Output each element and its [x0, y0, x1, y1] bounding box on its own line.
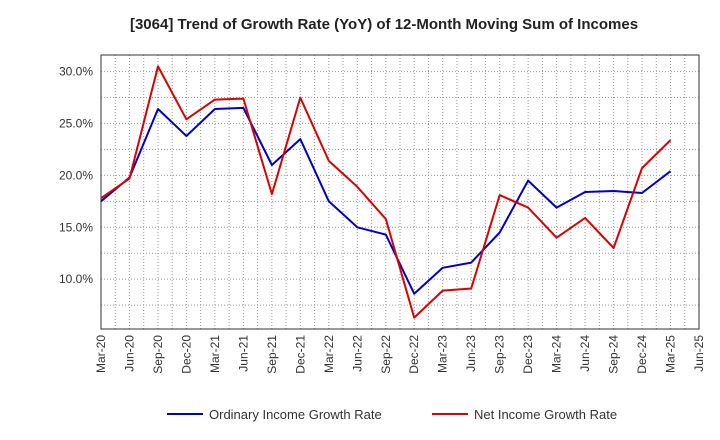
y-tick-label: 30.0% — [59, 65, 93, 79]
x-tick-label: Sep-24 — [607, 335, 621, 374]
x-tick-label: Mar-20 — [94, 335, 108, 373]
x-tick-label: Mar-21 — [208, 335, 222, 373]
x-tick-label: Sep-23 — [493, 335, 507, 374]
series-line-ordinary-income — [100, 106, 672, 295]
x-tick-label: Jun-25 — [692, 335, 706, 372]
x-tick-label: Mar-24 — [550, 335, 564, 373]
x-tick-label: Mar-22 — [322, 335, 336, 373]
x-tick-label: Jun-23 — [464, 335, 478, 372]
x-axis: Mar-20 Jun-20 Sep-20 Dec-20 Mar-21 Jun-21 Sep-… — [94, 335, 706, 374]
y-axis: 10.0% 15.0% 20.0% 25.0% 30.0% — [59, 65, 93, 287]
legend-label-ordinary: Ordinary Income Growth Rate — [209, 407, 382, 422]
series-line-net-income — [100, 65, 672, 319]
x-tick-label: Jun-24 — [578, 335, 592, 372]
y-tick-label: 15.0% — [59, 220, 93, 234]
x-tick-label: Dec-21 — [293, 335, 307, 374]
y-tick-label: 20.0% — [59, 168, 93, 182]
x-tick-label: Dec-20 — [179, 335, 193, 374]
y-tick-label: 25.0% — [59, 117, 93, 131]
x-tick-label: Mar-23 — [436, 335, 450, 373]
x-tick-label: Dec-22 — [407, 335, 421, 374]
x-tick-label: Sep-22 — [379, 335, 393, 374]
x-tick-label: Jun-20 — [122, 335, 136, 372]
legend: Ordinary Income Growth Rate Net Income G… — [167, 407, 617, 422]
x-tick-label: Dec-24 — [635, 335, 649, 374]
legend-label-net: Net Income Growth Rate — [474, 407, 617, 422]
x-tick-label: Jun-22 — [350, 335, 364, 372]
x-tick-label: Sep-21 — [265, 335, 279, 374]
chart-title: [3064] Trend of Growth Rate (YoY) of 12-… — [130, 16, 638, 33]
x-tick-label: Dec-23 — [521, 335, 535, 374]
series-group — [100, 65, 672, 319]
y-tick-label: 10.0% — [59, 272, 93, 286]
x-tick-label: Jun-21 — [236, 335, 250, 372]
grid — [101, 55, 699, 329]
x-tick-label: Mar-25 — [664, 335, 678, 373]
plot-area-frame — [100, 54, 700, 330]
x-tick-label: Sep-20 — [151, 335, 165, 374]
